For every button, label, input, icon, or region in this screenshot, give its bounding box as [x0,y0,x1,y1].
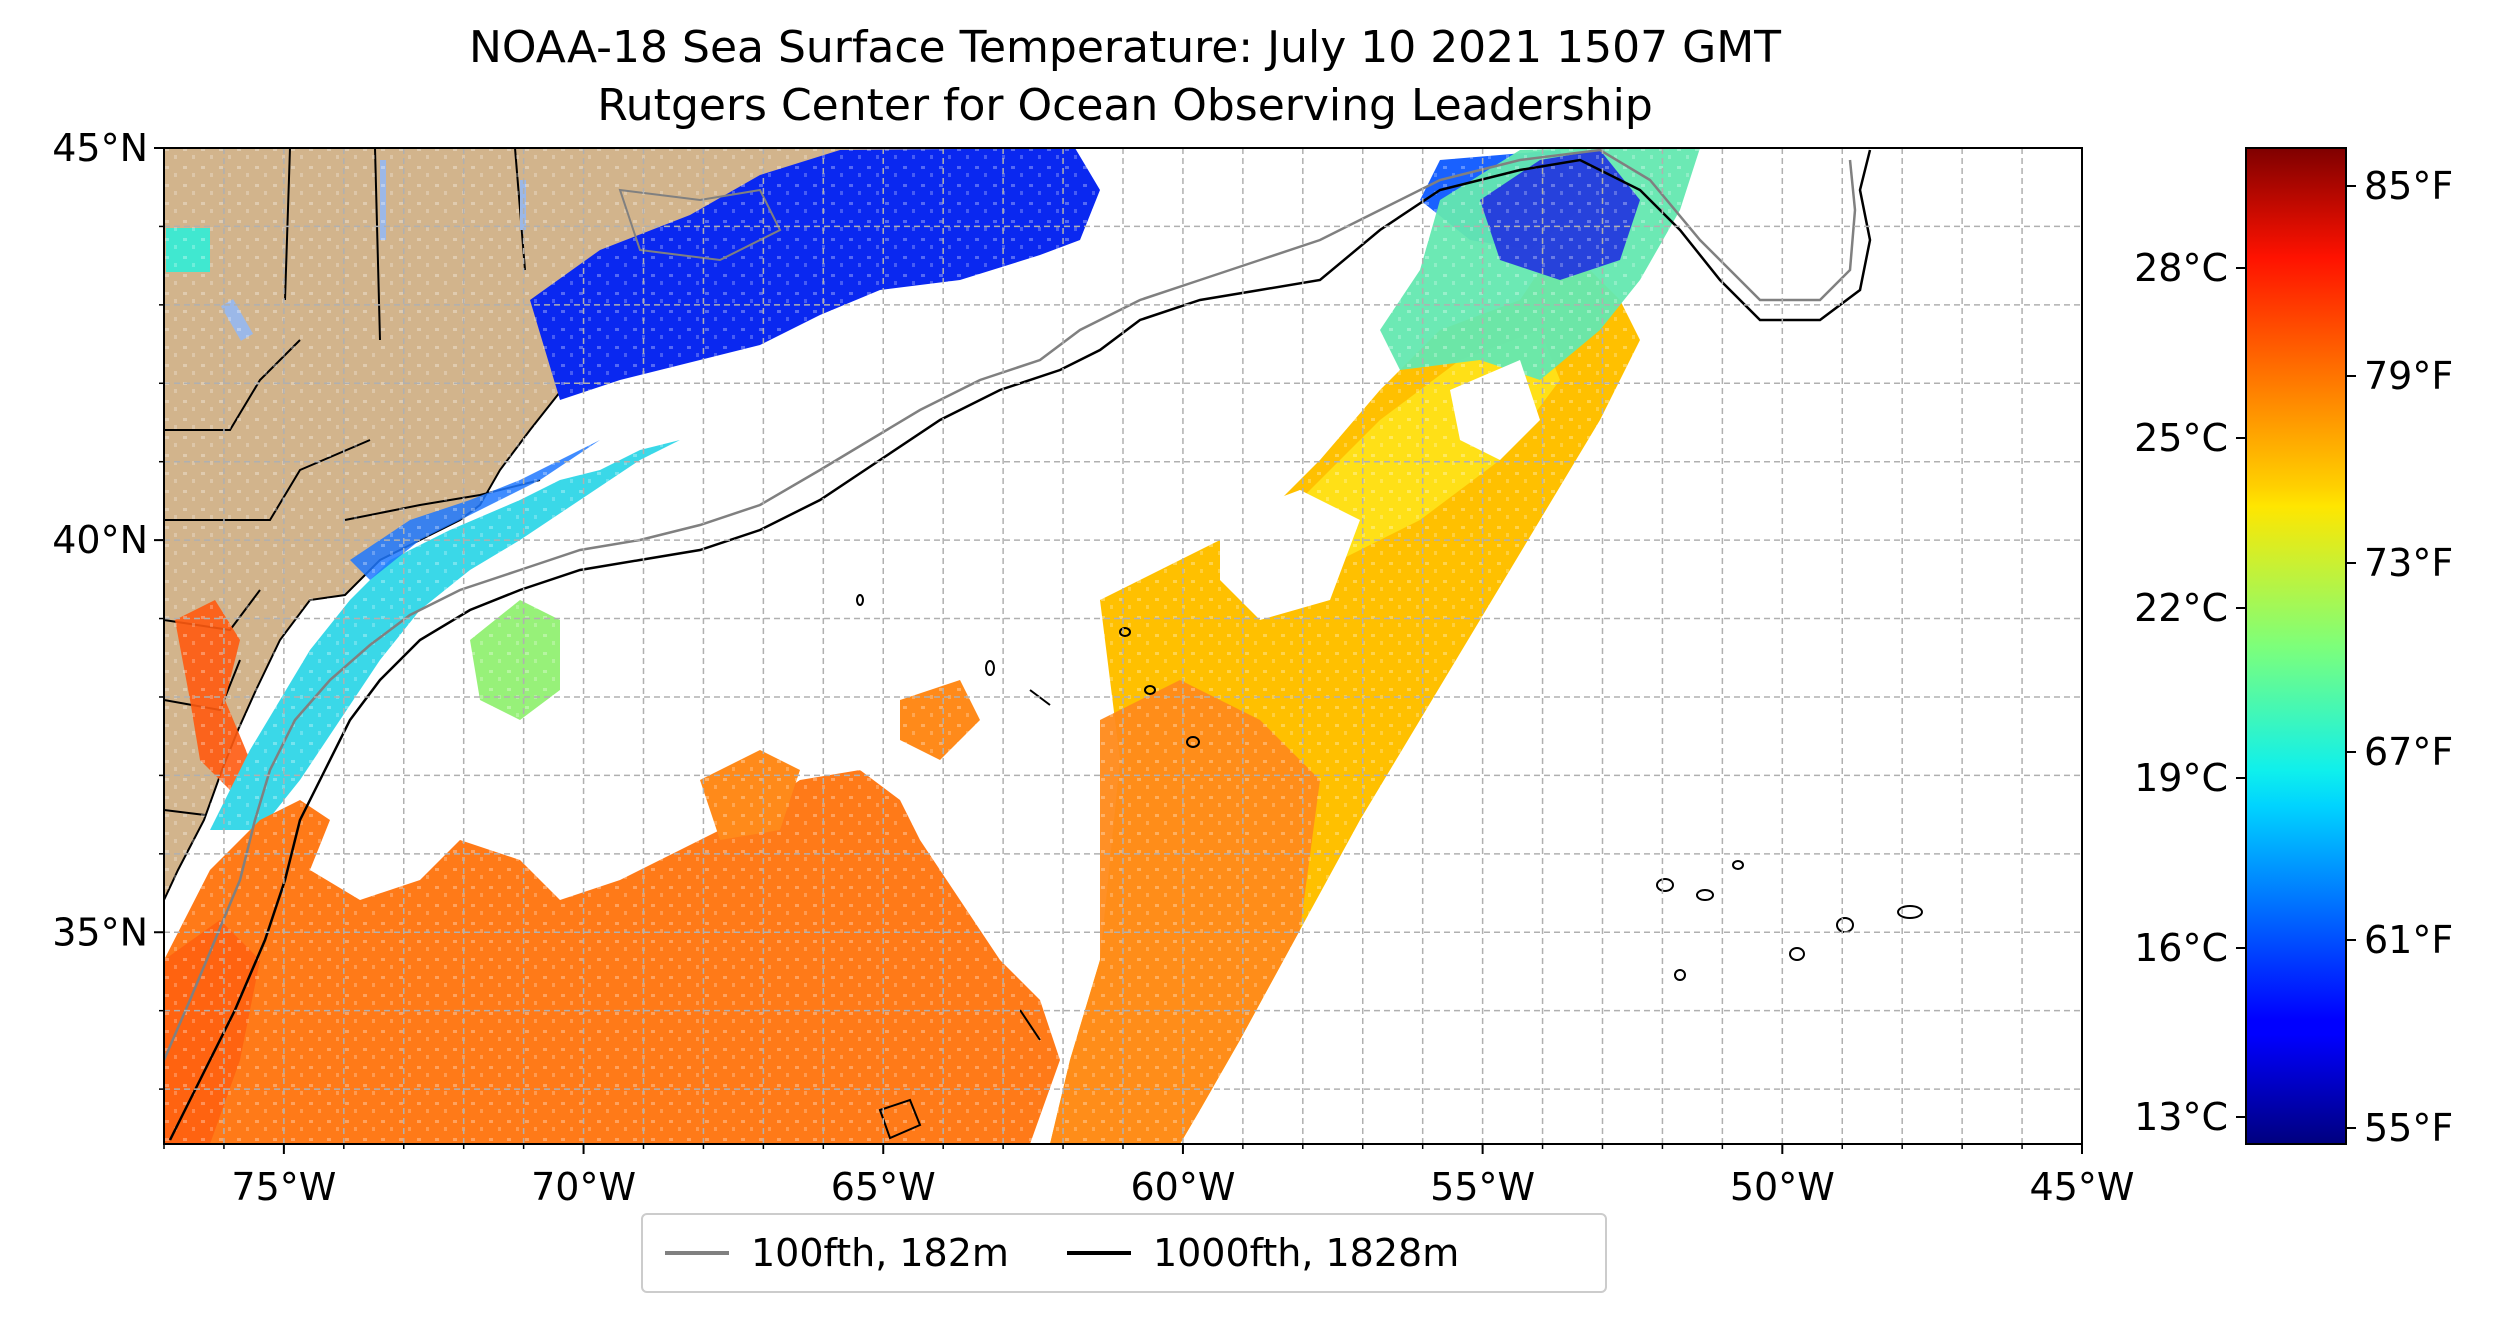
map-layers [164,148,2082,1144]
lon-tick-label: 45°W [2030,1165,2135,1209]
legend-item-100fth: 100fth, 182m [643,1231,1009,1275]
colorbar-celsius-label: 22°C [2134,586,2228,630]
lat-tick-label: 35°N [52,910,148,954]
gridlines [163,147,2083,1144]
colorbar-ticks: 28°C 25°C 22°C 19°C 16°C 13°C 85°F 79°F 73°F 67°F… [2134,164,2453,1150]
lat-tick-label: 45°N [52,126,148,170]
lon-tick-label: 65°W [831,1165,936,1209]
isobath-1000fth [168,149,1872,1141]
lat-tick-label: 40°N [52,518,148,562]
isobath-100fth-bank [618,188,782,262]
lon-tick-label: 70°W [531,1165,636,1209]
map-axes: 75°W 70°W 65°W 60°W 55°W 50°W 45°W 45°N 40°N 35°N [52,126,2134,1209]
map-subtitle: Rutgers Center for Ocean Observing Leade… [597,80,1653,131]
colorbar-celsius-label: 28°C [2134,246,2228,290]
colorbar [2245,147,2347,1145]
isobath-legend: 100fth, 182m 1000fth, 1828m [641,1213,1607,1293]
colorbar-celsius-label: 16°C [2134,926,2228,970]
colorbar-fahrenheit-label: 61°F [2364,918,2453,962]
legend-label-100fth: 100fth, 182m [751,1231,1009,1275]
legend-label-1000fth: 1000fth, 1828m [1152,1231,1460,1275]
colorbar-fahrenheit-label: 67°F [2364,730,2453,774]
colorbar-fahrenheit-label: 73°F [2364,541,2453,585]
legend-line-gray [665,1251,729,1255]
seamounts [856,594,1923,1041]
isobath-100fth [164,148,1857,1061]
lon-tick-label: 50°W [1730,1165,1835,1209]
colorbar-fahrenheit-label: 55°F [2364,1106,2453,1150]
lon-tick-label: 60°W [1130,1165,1235,1209]
legend-item-1000fth: 1000fth, 1828m [1045,1231,1459,1275]
colorbar-celsius-label: 25°C [2134,416,2228,460]
lon-tick-label: 75°W [231,1165,336,1209]
colorbar-celsius-label: 19°C [2134,756,2228,800]
colorbar-fahrenheit-label: 79°F [2364,354,2453,398]
legend-line-black [1066,1251,1131,1255]
lon-tick-label: 55°W [1430,1165,1535,1209]
colorbar-fahrenheit-label: 85°F [2364,164,2453,208]
bermuda-outline [878,1098,922,1140]
map-title: NOAA-18 Sea Surface Temperature: July 10… [468,22,1782,73]
data-texture [164,148,2082,1144]
colorbar-celsius-label: 13°C [2134,1095,2228,1139]
